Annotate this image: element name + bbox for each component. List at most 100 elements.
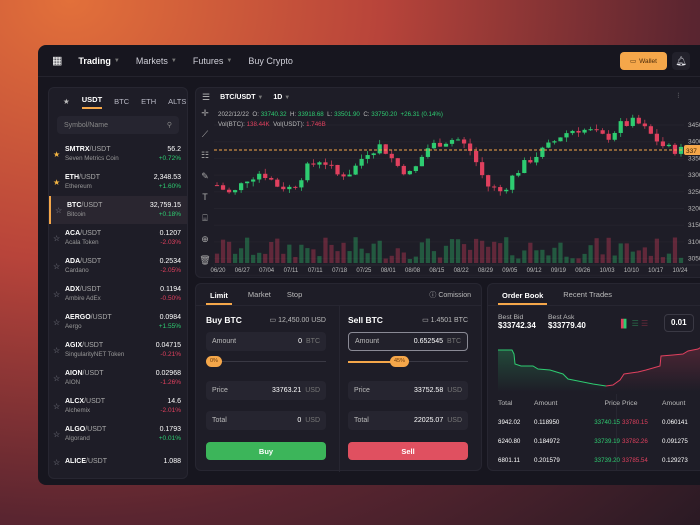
market-row[interactable]: ☆ BTC/USDT Bitcoin 32,759.15 +0.18% [49,196,187,224]
orderbook-cell[interactable]: 33780.15 [622,419,648,426]
favorite-star-icon[interactable]: ☆ [53,373,61,383]
apps-grid-icon[interactable]: ▦ [52,55,63,67]
trendline-icon[interactable]: ⟋ [201,129,209,139]
market-row[interactable]: ☆ ALCX/USDT Alchemix 14.6 -2.01% [49,392,187,420]
total-input[interactable]: Total 22025.07 USD [348,411,468,430]
indicators-icon[interactable]: ⫶ [677,93,680,100]
buy-button[interactable]: Buy [206,442,326,460]
menu-icon[interactable]: ☰ [202,91,211,102]
volume-bar [359,248,364,263]
tab-alts[interactable]: ALTS [168,97,187,106]
market-row[interactable]: ★ ETH/USDT Ethereum 2,348.53 +1.60% [49,168,187,196]
nav-futures[interactable]: Futures ▼ [193,56,232,66]
ask-depth-area [606,347,700,392]
slider-handle[interactable]: 0% [206,356,222,367]
market-price: 0.2534 -2.05% [160,258,181,274]
symbol-search-input[interactable]: Symbol/Name ⚲ [57,116,179,134]
asks-only-icon[interactable]: ☰ [640,319,649,328]
orderbook-cell[interactable]: 33782.26 [622,438,648,445]
market-price: 2,348.53 +1.60% [154,174,181,190]
total-input[interactable]: Total 0 USD [206,411,326,430]
price-unit: USD [305,387,320,394]
favorite-star-icon[interactable]: ☆ [53,317,61,327]
price-input[interactable]: Price 33752.58 USD [348,381,468,400]
candlestick-chart[interactable]: 337 34500 34000 33500 33000 32500 32000 31500 31… [196,88,700,278]
favorite-star-icon[interactable]: ☆ [53,457,61,467]
market-row[interactable]: ☆ ALICE/USDT 1.088 [49,448,187,476]
ruler-icon[interactable]: ⌸ [202,213,208,223]
x-tick-label: 06/27 [235,268,251,274]
text-icon[interactable]: T [202,192,208,202]
crosshair-icon[interactable]: ✛ [201,108,209,118]
favorites-star-icon[interactable]: ★ [63,97,70,106]
market-row[interactable]: ☆ AERGO/USDT Aergo 0.0984 +1.55% [49,308,187,336]
commission-link[interactable]: ⓘ Comission [429,290,471,300]
tab-usdt[interactable]: USDT [81,95,103,109]
amount-input[interactable]: Amount 0 BTC [206,332,326,351]
favorite-star-icon[interactable]: ☆ [53,261,61,271]
tab-limit[interactable]: Limit [206,285,232,305]
nav-trading[interactable]: Trading ▼ [78,56,119,66]
nav-buy-crypto[interactable]: Buy Crypto [248,56,293,66]
notifications-button[interactable]: 🔔︎ [672,52,690,70]
candle-body [570,130,575,134]
orderbook-cell[interactable]: 33739.19 [594,438,620,445]
fib-icon[interactable]: ☷ [200,150,210,160]
candle-body [353,165,358,175]
favorite-star-icon[interactable]: ★ [53,177,61,187]
candle-body [534,156,539,163]
slider-handle[interactable]: 45% [390,356,410,367]
favorite-star-icon[interactable]: ☆ [53,429,61,439]
trash-icon[interactable]: 🗑︎ [199,255,211,265]
favorite-star-icon[interactable]: ★ [53,149,61,159]
volume-bar [546,255,551,263]
both-sides-icon[interactable]: ▐ [618,319,624,328]
orderbook-cell[interactable]: 33785.54 [622,457,648,464]
zoom-icon[interactable]: ⊕ [201,234,209,244]
volume-bar [365,253,370,263]
favorite-star-icon[interactable]: ☆ [53,345,61,355]
brush-icon[interactable]: ✎ [201,171,209,181]
precision-selector[interactable]: 0.01 [664,314,694,332]
base-symbol: AION [65,370,83,377]
market-row[interactable]: ★ SMTRX/USDT Seven Metrics Coin 56.2 +0.72… [49,140,187,168]
tab-market[interactable]: Market [247,290,271,299]
tab-recent-trades[interactable]: Recent Trades [563,290,613,299]
candle-body [437,142,443,147]
favorite-star-icon[interactable]: ☆ [53,233,61,243]
tab-stop[interactable]: Stop [286,290,303,299]
market-row[interactable]: ☆ AION/USDT AION 0.02968 -1.26% [49,364,187,392]
market-row[interactable]: ☆ ADX/USDT Ambire AdEx 0.1194 -0.50% [49,280,187,308]
orderbook-cell[interactable]: 33789.27 [622,470,662,471]
watchlist-tabs: ★ USDT BTC ETH ALTS [49,88,187,110]
help-icon: ⓘ [429,291,437,299]
tab-eth[interactable]: ETH [141,97,157,106]
market-row[interactable]: ☆ ACA/USDT Acala Token 0.1207 -2.03% [49,224,187,252]
nav-markets[interactable]: Markets ▼ [136,56,177,66]
wallet-button[interactable]: ▭ Wallet [620,52,667,70]
base-symbol: ALICE [65,457,86,465]
interval-selector[interactable]: 1D ▼ [273,94,290,101]
market-row[interactable]: ☆ ADA/USDT Cardano 0.2534 -2.05% [49,252,187,280]
favorite-star-icon[interactable]: ☆ [53,401,61,411]
volume-bar [510,255,515,263]
favorite-star-icon[interactable]: ☆ [55,205,63,215]
market-row[interactable]: ☆ ALGO/USDT Algorand 0.1793 +0.01% [49,420,187,448]
total-unit: USD [447,417,462,424]
pair-selector[interactable]: BTC/USDT ▼ [220,94,263,101]
orderbook-cell[interactable]: 33735.01 [578,470,622,471]
market-row[interactable]: ☆ AGIX/USDT SingularityNET Token 0.04715 -… [49,336,187,364]
amount-slider[interactable]: 0% [206,351,326,373]
tab-order-book[interactable]: Order Book [498,285,548,305]
orderbook-cell[interactable]: 33740.15 [594,419,620,426]
bids-only-icon[interactable]: ☰ [631,319,639,328]
amount-input[interactable]: Amount 0.652545 BTC [348,332,468,351]
coin-name: Algorand [65,435,90,442]
favorite-star-icon[interactable]: ☆ [53,289,61,299]
tab-btc[interactable]: BTC [114,97,130,106]
price-input[interactable]: Price 33763.21 USD [206,381,326,400]
divider [339,306,340,472]
sell-button[interactable]: Sell [348,442,468,460]
amount-slider[interactable]: 45% [348,351,468,373]
orderbook-cell[interactable]: 33739.20 [594,457,620,464]
